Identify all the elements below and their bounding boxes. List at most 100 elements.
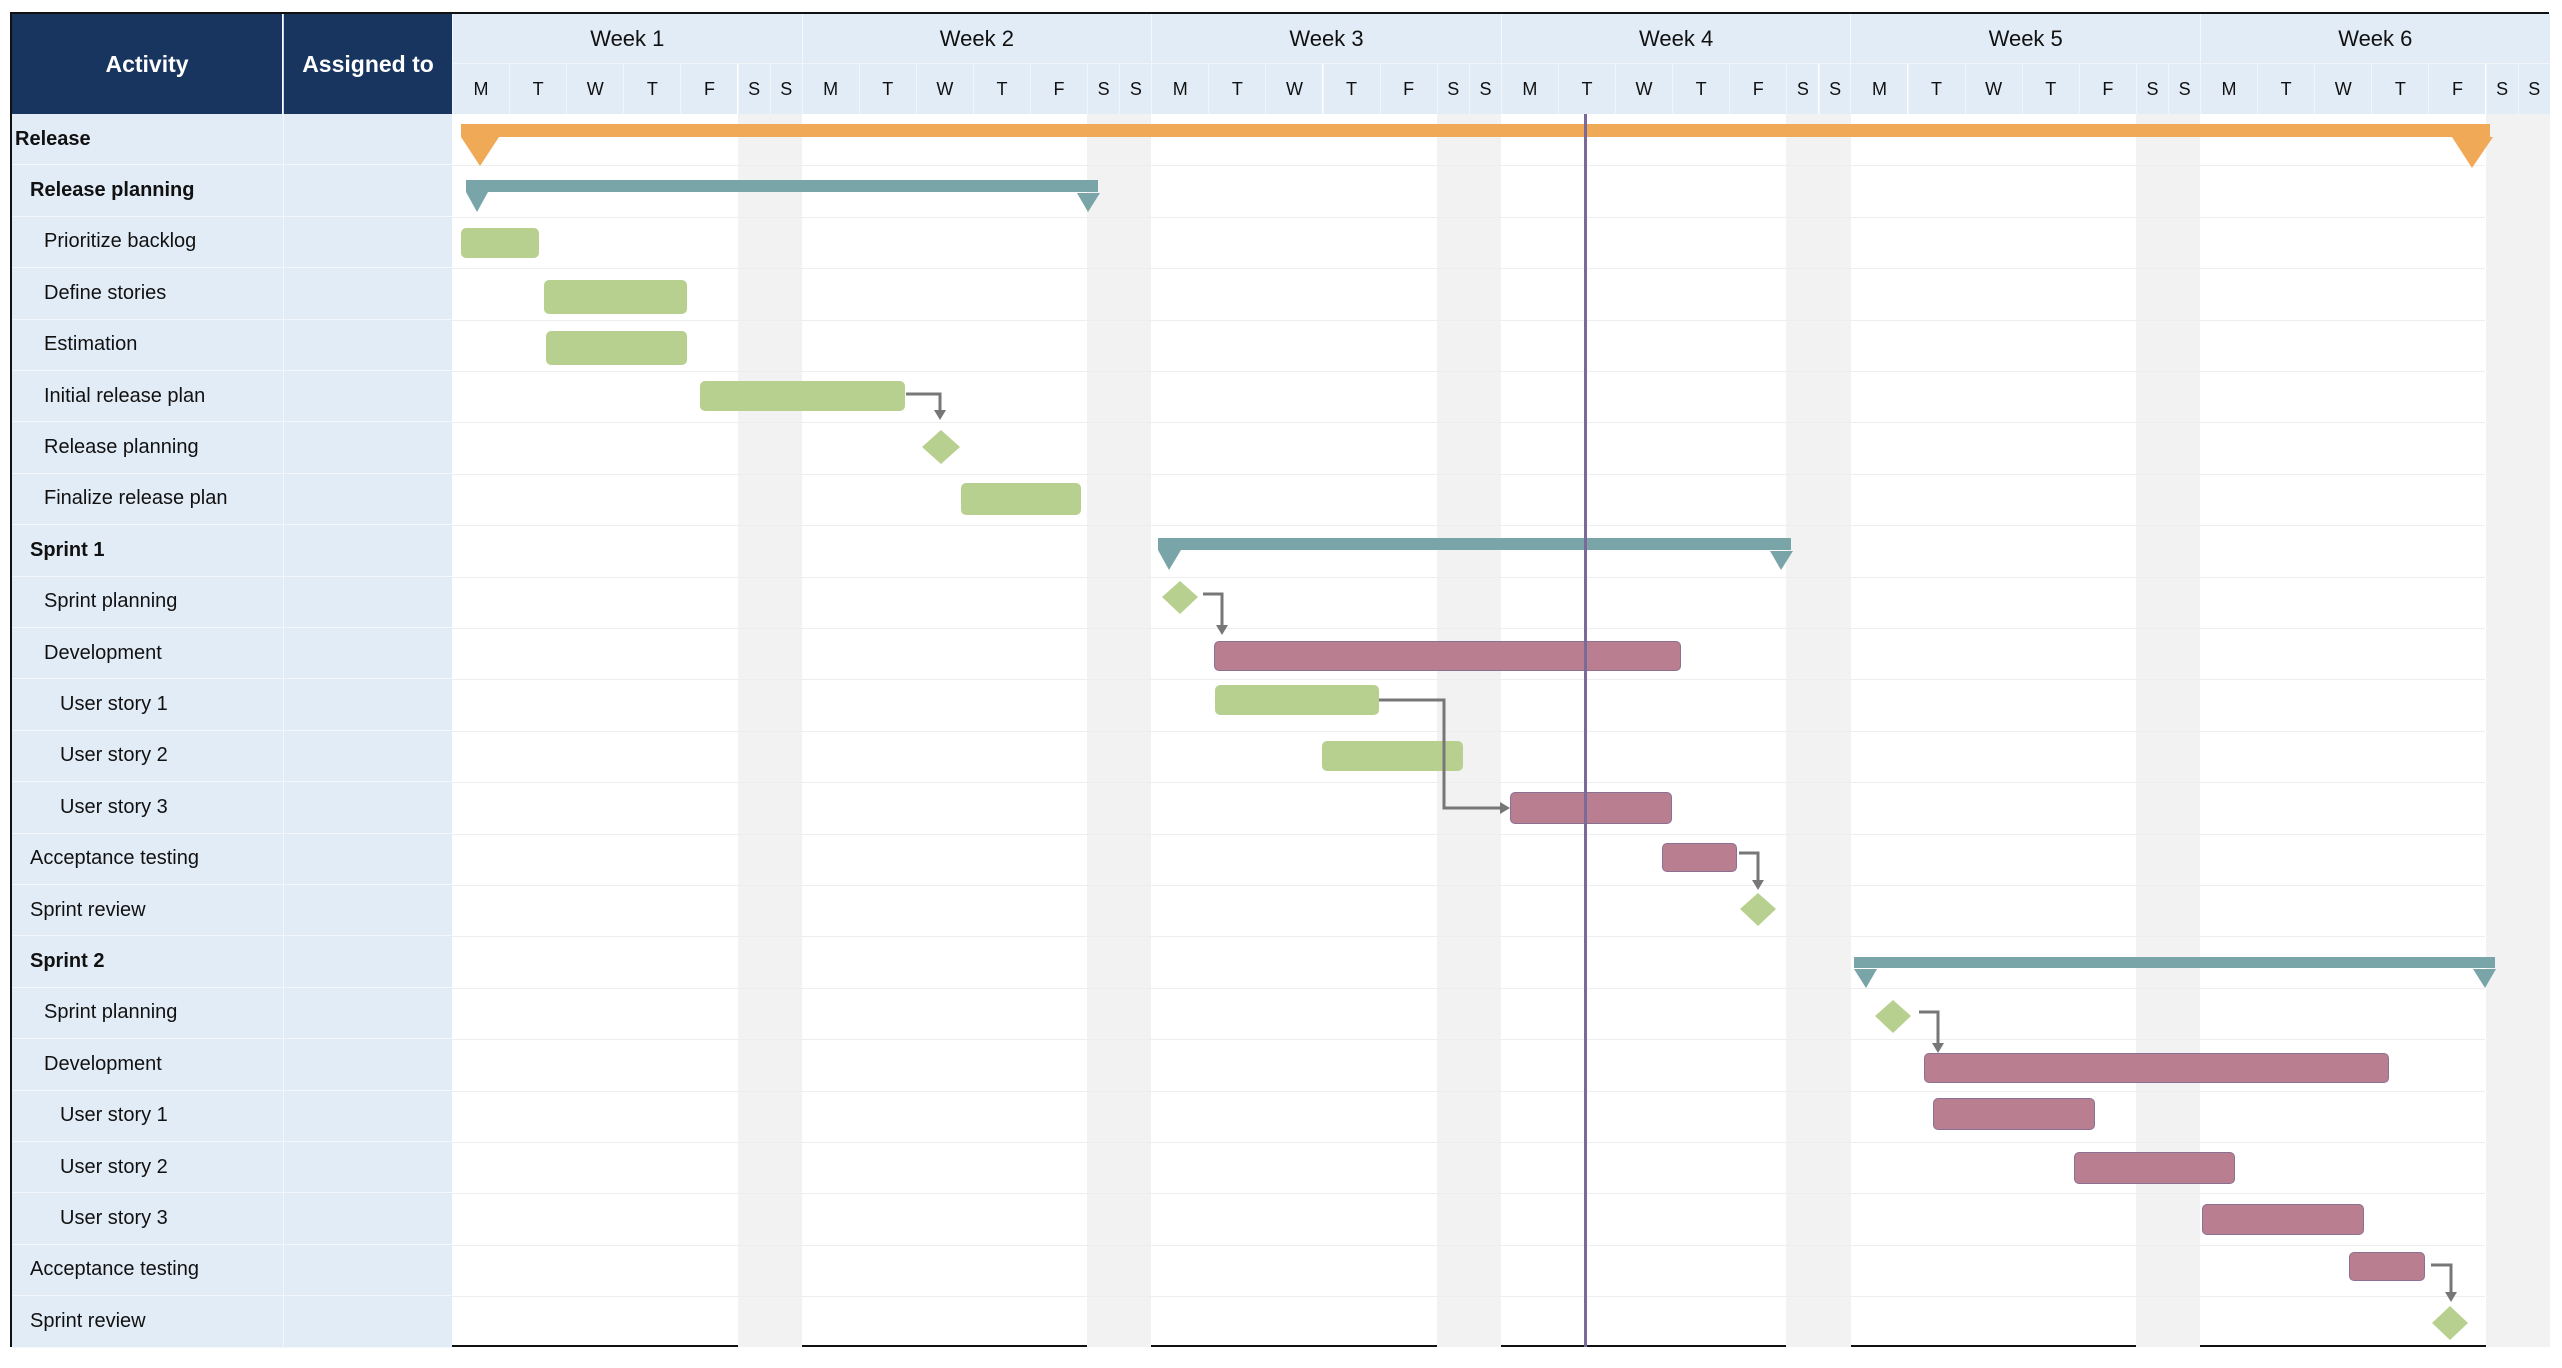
assigned-to-cell[interactable] (283, 936, 452, 988)
activity-cell[interactable]: Development (12, 1039, 283, 1091)
sprint2-summary-bar[interactable] (1854, 957, 2495, 968)
assigned-to-cell[interactable] (283, 782, 452, 834)
assigned-to-cell[interactable] (283, 165, 452, 217)
activity-cell[interactable]: Sprint 2 (12, 936, 283, 988)
activity-cell[interactable]: Development (12, 628, 283, 680)
task-bar-sprint1-acceptance-testing[interactable] (1662, 843, 1737, 872)
assigned-to-cell[interactable] (283, 1039, 452, 1091)
day-header: W (1265, 63, 1323, 114)
release-planning-summary-bar[interactable] (466, 180, 1098, 192)
activity-cell[interactable]: Sprint 1 (12, 525, 283, 577)
activity-cell[interactable]: Estimation (12, 319, 283, 371)
activity-cell[interactable]: Release planning (12, 165, 283, 217)
task-bar-sprint2-user-story-1[interactable] (1933, 1098, 2095, 1130)
connector-s1-acceptance-to-review (1739, 851, 1760, 880)
day-header: M (2200, 63, 2258, 114)
assigned-to-cell[interactable] (283, 268, 452, 320)
activity-column-header: Activity (12, 14, 282, 114)
task-bar-finalize-release-plan[interactable] (961, 483, 1081, 515)
assigned-to-cell[interactable] (283, 525, 452, 577)
activity-cell[interactable]: Release planning (12, 422, 283, 474)
assigned-to-cell[interactable] (283, 216, 452, 269)
milestone-sprint2-planning-diamond-icon[interactable] (1875, 1000, 1911, 1033)
day-header: T (1322, 63, 1380, 114)
task-bar-prioritize-backlog[interactable] (461, 228, 539, 258)
assigned-to-cell[interactable] (283, 679, 452, 731)
activity-cell[interactable]: Prioritize backlog (12, 216, 283, 269)
task-bar-initial-release-plan[interactable] (700, 381, 905, 411)
day-header: S (1087, 63, 1120, 114)
task-bar-sprint2-development[interactable] (1924, 1053, 2389, 1083)
task-bar-sprint1-user-story-3[interactable] (1510, 792, 1672, 824)
row-gridline (452, 782, 2485, 783)
row-gridline (452, 320, 2485, 321)
assigned-to-cell[interactable] (283, 730, 452, 783)
assigned-to-cell[interactable] (283, 114, 452, 166)
assigned-to-cell[interactable] (283, 422, 452, 474)
activity-cell[interactable]: Sprint review (12, 885, 283, 937)
assigned-to-cell[interactable] (283, 628, 452, 680)
day-header: S (2135, 63, 2169, 114)
day-header: S (1436, 63, 1469, 114)
activity-cell[interactable]: User story 2 (12, 1142, 283, 1194)
release-planning-start-triangle-icon (466, 192, 488, 212)
release-summary-bar[interactable] (461, 124, 2490, 137)
activity-cell[interactable]: Release (12, 114, 283, 166)
task-bar-sprint2-acceptance-testing[interactable] (2349, 1252, 2425, 1281)
assigned-to-cell[interactable] (283, 1244, 452, 1297)
assigned-to-cell[interactable] (283, 576, 452, 628)
assigned-to-cell[interactable] (283, 371, 452, 423)
milestone-sprint1-review-diamond-icon[interactable] (1740, 893, 1776, 926)
task-bar-sprint2-user-story-3[interactable] (2202, 1204, 2364, 1235)
weekend-band (1786, 114, 1851, 1347)
activity-cell[interactable]: Initial release plan (12, 371, 283, 423)
task-bar-sprint1-user-story-1[interactable] (1215, 685, 1379, 715)
milestone-sprint1-planning-diamond-icon[interactable] (1162, 581, 1198, 614)
activity-cell[interactable]: Sprint planning (12, 576, 283, 628)
task-bar-define-stories[interactable] (544, 280, 687, 314)
activity-cell[interactable]: Acceptance testing (12, 1244, 283, 1297)
activity-cell[interactable]: Finalize release plan (12, 473, 283, 526)
assigned-to-cell[interactable] (283, 473, 452, 526)
task-bar-estimation[interactable] (546, 331, 687, 365)
activity-label: User story 3 (60, 1207, 168, 1230)
assigned-to-cell[interactable] (283, 1193, 452, 1245)
assigned-to-cell[interactable] (283, 1090, 452, 1142)
today-line (1584, 114, 1587, 1347)
activity-cell[interactable]: User story 3 (12, 1193, 283, 1245)
milestone-sprint2-review-diamond-icon[interactable] (2432, 1306, 2468, 1340)
task-bar-sprint1-development[interactable] (1214, 641, 1681, 671)
activity-cell[interactable]: User story 2 (12, 730, 283, 783)
assigned-to-cell[interactable] (283, 833, 452, 885)
assigned-to-cell[interactable] (283, 1142, 452, 1194)
assigned-to-cell[interactable] (283, 885, 452, 937)
activity-cell[interactable]: Sprint review (12, 1296, 283, 1348)
assigned-to-cell[interactable] (283, 1296, 452, 1348)
task-bar-sprint1-user-story-2[interactable] (1322, 741, 1463, 771)
day-header: M (1850, 63, 1908, 114)
activity-cell[interactable]: Acceptance testing (12, 833, 283, 885)
row-gridline (452, 834, 2485, 835)
activity-cell[interactable]: Define stories (12, 268, 283, 320)
activity-label: Sprint planning (44, 1001, 178, 1024)
activity-label: User story 3 (60, 795, 168, 818)
task-bar-sprint2-user-story-2[interactable] (2074, 1152, 2235, 1184)
activity-label: Acceptance testing (30, 847, 199, 870)
day-header: T (1208, 63, 1266, 114)
milestone-release-planning-diamond-icon[interactable] (922, 430, 960, 464)
activity-cell[interactable]: User story 1 (12, 1090, 283, 1142)
activity-cell[interactable]: User story 1 (12, 679, 283, 731)
assigned-to-cell[interactable] (283, 319, 452, 371)
day-header: T (1907, 63, 1965, 114)
day-header: S (2485, 63, 2518, 114)
activity-label: Sprint 1 (30, 538, 105, 561)
assigned-header-label: Assigned to (302, 50, 434, 77)
week-header-5: Week 5 (1850, 14, 2200, 63)
row-gridline (452, 679, 2485, 680)
sprint1-summary-bar[interactable] (1158, 538, 1791, 550)
activity-cell[interactable]: User story 3 (12, 782, 283, 834)
milestones[interactable] (922, 430, 2468, 1340)
activity-cell[interactable]: Sprint planning (12, 987, 283, 1040)
assigned-to-cell[interactable] (283, 987, 452, 1040)
connector-s1-us1-to-us3 (1379, 698, 1500, 810)
